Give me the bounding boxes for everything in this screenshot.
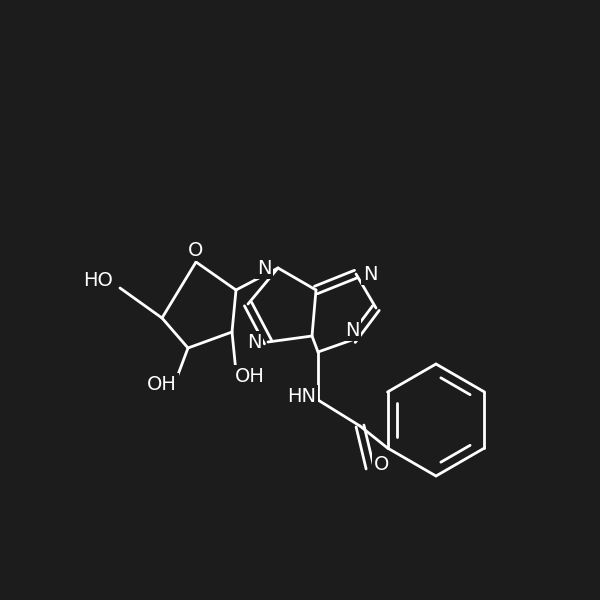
Text: HO: HO (83, 271, 113, 289)
Text: N: N (247, 332, 261, 352)
Text: OH: OH (147, 374, 177, 394)
Text: O: O (374, 455, 389, 473)
Text: N: N (363, 265, 377, 283)
Text: O: O (188, 241, 203, 259)
Text: OH: OH (235, 367, 265, 385)
Text: N: N (257, 259, 271, 277)
Text: HN: HN (287, 386, 317, 406)
Text: N: N (345, 320, 359, 340)
